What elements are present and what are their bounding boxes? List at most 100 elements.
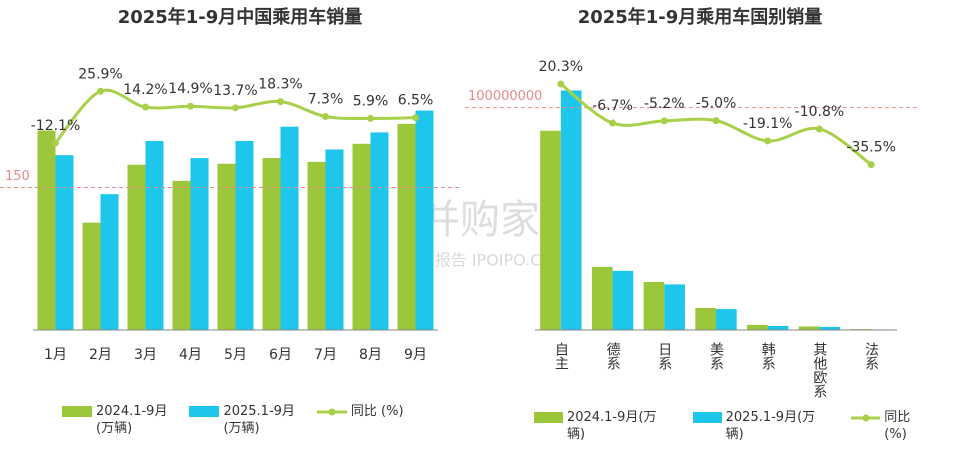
bar [307, 161, 326, 330]
chart-title: 2025年1-9月乘用车国别销量 [578, 6, 823, 28]
bar [37, 130, 56, 330]
legend-swatch [62, 406, 92, 417]
bar [560, 90, 582, 331]
data-label: 25.9% [78, 66, 122, 82]
line-point [52, 139, 59, 147]
line-point [412, 114, 419, 122]
data-label: 14.9% [168, 81, 212, 97]
x-tick-label: 韩系 [760, 342, 776, 370]
bar [145, 140, 164, 330]
bar [747, 324, 768, 330]
legend-item: 2025.1-9月 (万辆) [189, 403, 295, 437]
data-label: -35.5% [846, 140, 896, 156]
data-label: -6.7% [592, 98, 633, 114]
legend-dot [862, 414, 870, 422]
bar [262, 158, 281, 330]
line-point [187, 102, 194, 110]
line-point [660, 117, 668, 125]
data-label: -10.8% [795, 104, 845, 120]
line-point [764, 137, 772, 145]
chart-title: 2025年1-9月中国乘用车销量 [118, 6, 363, 28]
line-point [322, 113, 329, 121]
bar [235, 140, 254, 330]
watermark-subtitle: 行业报告 IPOIPO.CN [403, 251, 554, 270]
legend: 2024.1-9月(万辆) 2025.1-9月(万辆) 同比 (%) [534, 409, 957, 443]
bar [540, 130, 561, 330]
x-tick-label: 8月 [359, 347, 382, 363]
bar [190, 158, 209, 330]
x-tick-label: 日系 [656, 342, 672, 370]
x-tick-label: 法系 [863, 342, 879, 370]
data-label: 18.3% [258, 77, 302, 93]
x-tick-label: 3月 [134, 347, 157, 363]
bar [643, 281, 665, 330]
legend-dot [328, 408, 336, 416]
legend-label: 2024.1-9月(万辆) [566, 410, 657, 442]
legend-label: 2025.1-9月(万辆) [725, 410, 816, 442]
x-tick-label: 美系 [708, 342, 724, 370]
legend-label: 同比 (%) [884, 410, 911, 442]
x-tick-label: 7月 [314, 347, 337, 363]
line-point [815, 125, 823, 133]
bar [591, 266, 613, 330]
watermark-title: 并购家 [420, 197, 540, 243]
legend-item: 同比 (%) [316, 403, 404, 420]
line-point [557, 80, 565, 88]
legend-item: 2025.1-9月(万辆) [692, 409, 830, 443]
data-label: 20.3% [539, 59, 583, 75]
bar [127, 164, 146, 330]
reference-label: 150 [5, 169, 30, 184]
x-tick-label: 其他欧系 [811, 342, 827, 398]
bar [612, 270, 634, 330]
legend: 2024.1-9月 (万辆) 2025.1-9月 (万辆) 同比 (%) [62, 403, 426, 437]
x-tick-label: 5月 [224, 347, 247, 363]
bar [217, 163, 236, 330]
x-tick-label: 2月 [89, 347, 112, 363]
bar [280, 126, 299, 330]
x-tick-label: 德系 [605, 342, 621, 370]
data-label: 14.2% [123, 82, 167, 98]
data-label: -5.0% [696, 96, 737, 112]
bar [767, 325, 789, 330]
line-point [367, 114, 374, 122]
data-label: 6.5% [398, 93, 434, 109]
legend-label: 2024.1-9月 (万辆) [96, 404, 168, 436]
line-point [277, 98, 284, 106]
legend-swatch [534, 412, 563, 423]
bar [415, 110, 434, 330]
bar [82, 222, 101, 330]
legend-swatch [189, 406, 220, 417]
data-label: 5.9% [353, 93, 389, 109]
bar [172, 180, 191, 330]
legend-item: 同比 (%) [851, 409, 935, 443]
legend-item: 2024.1-9月 (万辆) [62, 403, 167, 437]
line-point [609, 119, 617, 127]
line-point [712, 117, 720, 125]
x-tick-label: 自主 [553, 342, 569, 370]
bar [664, 284, 685, 330]
x-tick-label: 9月 [404, 347, 427, 363]
x-tick-label: 6月 [269, 347, 292, 363]
data-label: 7.3% [308, 92, 344, 108]
reference-label: 100000000 [468, 89, 542, 104]
line-point [142, 103, 149, 111]
legend-swatch [692, 412, 722, 423]
x-tick-label: 4月 [179, 347, 202, 363]
x-tick-label: 1月 [44, 347, 67, 363]
bar [819, 326, 841, 330]
line-point [97, 87, 104, 95]
legend-label: 2025.1-9月 (万辆) [223, 404, 295, 436]
legend-swatch [316, 408, 347, 416]
bar [370, 132, 389, 330]
data-label: -5.2% [644, 96, 685, 112]
bar [352, 143, 371, 330]
legend-swatch [851, 414, 881, 422]
data-label: 13.7% [213, 83, 257, 99]
bar [100, 194, 119, 330]
line-point [232, 104, 239, 112]
legend-item: 2024.1-9月(万辆) [534, 409, 671, 443]
bar [325, 149, 344, 330]
line-point [867, 161, 875, 169]
bar [695, 307, 716, 330]
